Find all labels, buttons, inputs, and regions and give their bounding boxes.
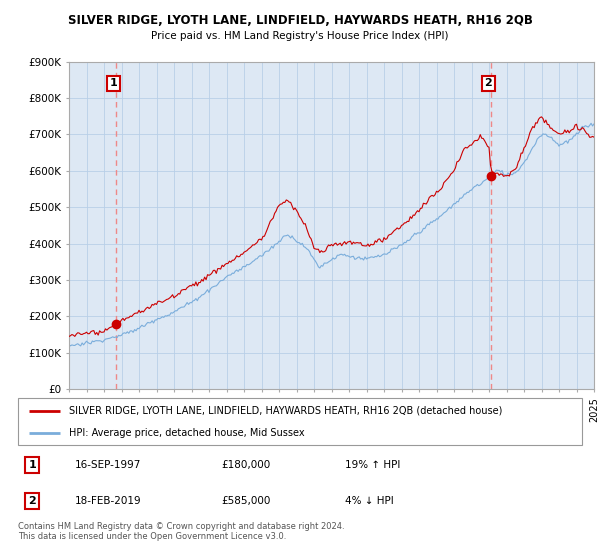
Text: Contains HM Land Registry data © Crown copyright and database right 2024.
This d: Contains HM Land Registry data © Crown c… [18,522,344,542]
Text: Price paid vs. HM Land Registry's House Price Index (HPI): Price paid vs. HM Land Registry's House … [151,31,449,41]
Text: SILVER RIDGE, LYOTH LANE, LINDFIELD, HAYWARDS HEATH, RH16 2QB: SILVER RIDGE, LYOTH LANE, LINDFIELD, HAY… [68,14,532,27]
Text: 16-SEP-1997: 16-SEP-1997 [74,460,141,470]
Text: 4% ↓ HPI: 4% ↓ HPI [345,496,394,506]
Text: 18-FEB-2019: 18-FEB-2019 [74,496,141,506]
Text: 1: 1 [110,78,118,88]
Text: 2: 2 [485,78,493,88]
Text: HPI: Average price, detached house, Mid Sussex: HPI: Average price, detached house, Mid … [69,428,304,438]
Text: 1: 1 [28,460,36,470]
Text: SILVER RIDGE, LYOTH LANE, LINDFIELD, HAYWARDS HEATH, RH16 2QB (detached house): SILVER RIDGE, LYOTH LANE, LINDFIELD, HAY… [69,406,502,416]
Text: £180,000: £180,000 [221,460,270,470]
Text: 2: 2 [28,496,36,506]
Text: £585,000: £585,000 [221,496,271,506]
FancyBboxPatch shape [18,398,582,445]
Text: 19% ↑ HPI: 19% ↑ HPI [345,460,400,470]
